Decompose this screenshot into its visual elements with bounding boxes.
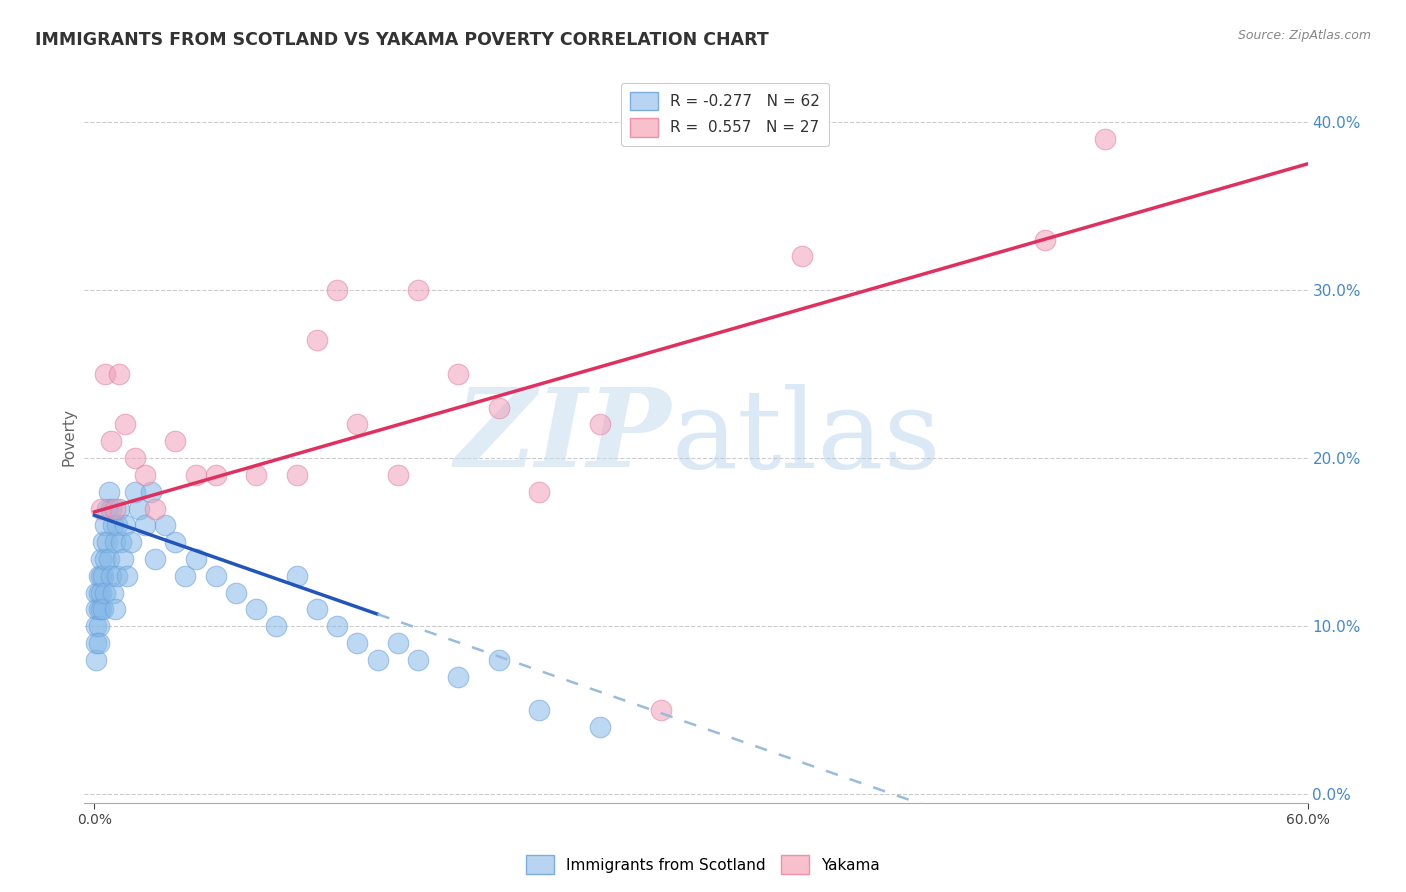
- Point: [529, 484, 551, 499]
- Point: [245, 602, 267, 616]
- Point: [174, 569, 197, 583]
- Point: [346, 417, 368, 432]
- Point: [225, 585, 247, 599]
- Point: [128, 501, 150, 516]
- Point: [91, 602, 114, 616]
- Point: [155, 518, 177, 533]
- Point: [204, 467, 226, 482]
- Point: [86, 653, 108, 667]
- Point: [86, 585, 108, 599]
- Point: [107, 367, 129, 381]
- Point: [93, 367, 115, 381]
- Point: [589, 417, 612, 432]
- Text: ZIP: ZIP: [456, 384, 672, 491]
- Point: [90, 501, 112, 516]
- Point: [204, 569, 226, 583]
- Point: [1094, 131, 1116, 145]
- Point: [245, 467, 267, 482]
- Legend: R = -0.277   N = 62, R =  0.557   N = 27: R = -0.277 N = 62, R = 0.557 N = 27: [621, 83, 830, 146]
- Point: [134, 467, 156, 482]
- Point: [165, 434, 187, 449]
- Point: [90, 569, 112, 583]
- Point: [285, 467, 308, 482]
- Point: [143, 501, 166, 516]
- Point: [488, 653, 510, 667]
- Point: [589, 720, 612, 734]
- Point: [134, 518, 156, 533]
- Point: [115, 569, 138, 583]
- Point: [114, 518, 136, 533]
- Point: [488, 401, 510, 415]
- Point: [387, 636, 409, 650]
- Point: [114, 417, 136, 432]
- Point: [367, 653, 389, 667]
- Point: [87, 602, 110, 616]
- Text: Source: ZipAtlas.com: Source: ZipAtlas.com: [1237, 29, 1371, 42]
- Point: [120, 535, 142, 549]
- Point: [93, 552, 115, 566]
- Point: [326, 619, 349, 633]
- Point: [107, 501, 129, 516]
- Point: [139, 484, 162, 499]
- Point: [90, 552, 112, 566]
- Point: [184, 552, 207, 566]
- Point: [91, 569, 114, 583]
- Point: [87, 585, 110, 599]
- Point: [93, 518, 115, 533]
- Point: [105, 569, 128, 583]
- Point: [86, 602, 108, 616]
- Text: IMMIGRANTS FROM SCOTLAND VS YAKAMA POVERTY CORRELATION CHART: IMMIGRANTS FROM SCOTLAND VS YAKAMA POVER…: [35, 31, 769, 49]
- Point: [90, 585, 112, 599]
- Point: [101, 585, 124, 599]
- Point: [87, 619, 110, 633]
- Point: [447, 670, 470, 684]
- Point: [165, 535, 187, 549]
- Point: [105, 518, 128, 533]
- Point: [96, 535, 118, 549]
- Point: [86, 636, 108, 650]
- Point: [529, 703, 551, 717]
- Point: [1033, 233, 1056, 247]
- Text: atlas: atlas: [672, 384, 941, 491]
- Point: [111, 552, 134, 566]
- Point: [326, 283, 349, 297]
- Point: [100, 569, 122, 583]
- Point: [86, 619, 108, 633]
- Point: [104, 602, 127, 616]
- Point: [285, 569, 308, 583]
- Point: [124, 451, 146, 466]
- Y-axis label: Poverty: Poverty: [60, 408, 76, 467]
- Point: [110, 535, 132, 549]
- Point: [346, 636, 368, 650]
- Point: [104, 501, 127, 516]
- Point: [101, 518, 124, 533]
- Legend: Immigrants from Scotland, Yakama: Immigrants from Scotland, Yakama: [520, 849, 886, 880]
- Point: [90, 602, 112, 616]
- Point: [87, 569, 110, 583]
- Point: [96, 501, 118, 516]
- Point: [387, 467, 409, 482]
- Point: [447, 367, 470, 381]
- Point: [305, 602, 328, 616]
- Point: [97, 552, 120, 566]
- Point: [790, 249, 813, 263]
- Point: [266, 619, 288, 633]
- Point: [406, 283, 429, 297]
- Point: [93, 585, 115, 599]
- Point: [650, 703, 672, 717]
- Point: [143, 552, 166, 566]
- Point: [91, 535, 114, 549]
- Point: [406, 653, 429, 667]
- Point: [104, 535, 127, 549]
- Point: [305, 334, 328, 348]
- Point: [87, 636, 110, 650]
- Point: [97, 484, 120, 499]
- Point: [184, 467, 207, 482]
- Point: [100, 434, 122, 449]
- Point: [124, 484, 146, 499]
- Point: [100, 501, 122, 516]
